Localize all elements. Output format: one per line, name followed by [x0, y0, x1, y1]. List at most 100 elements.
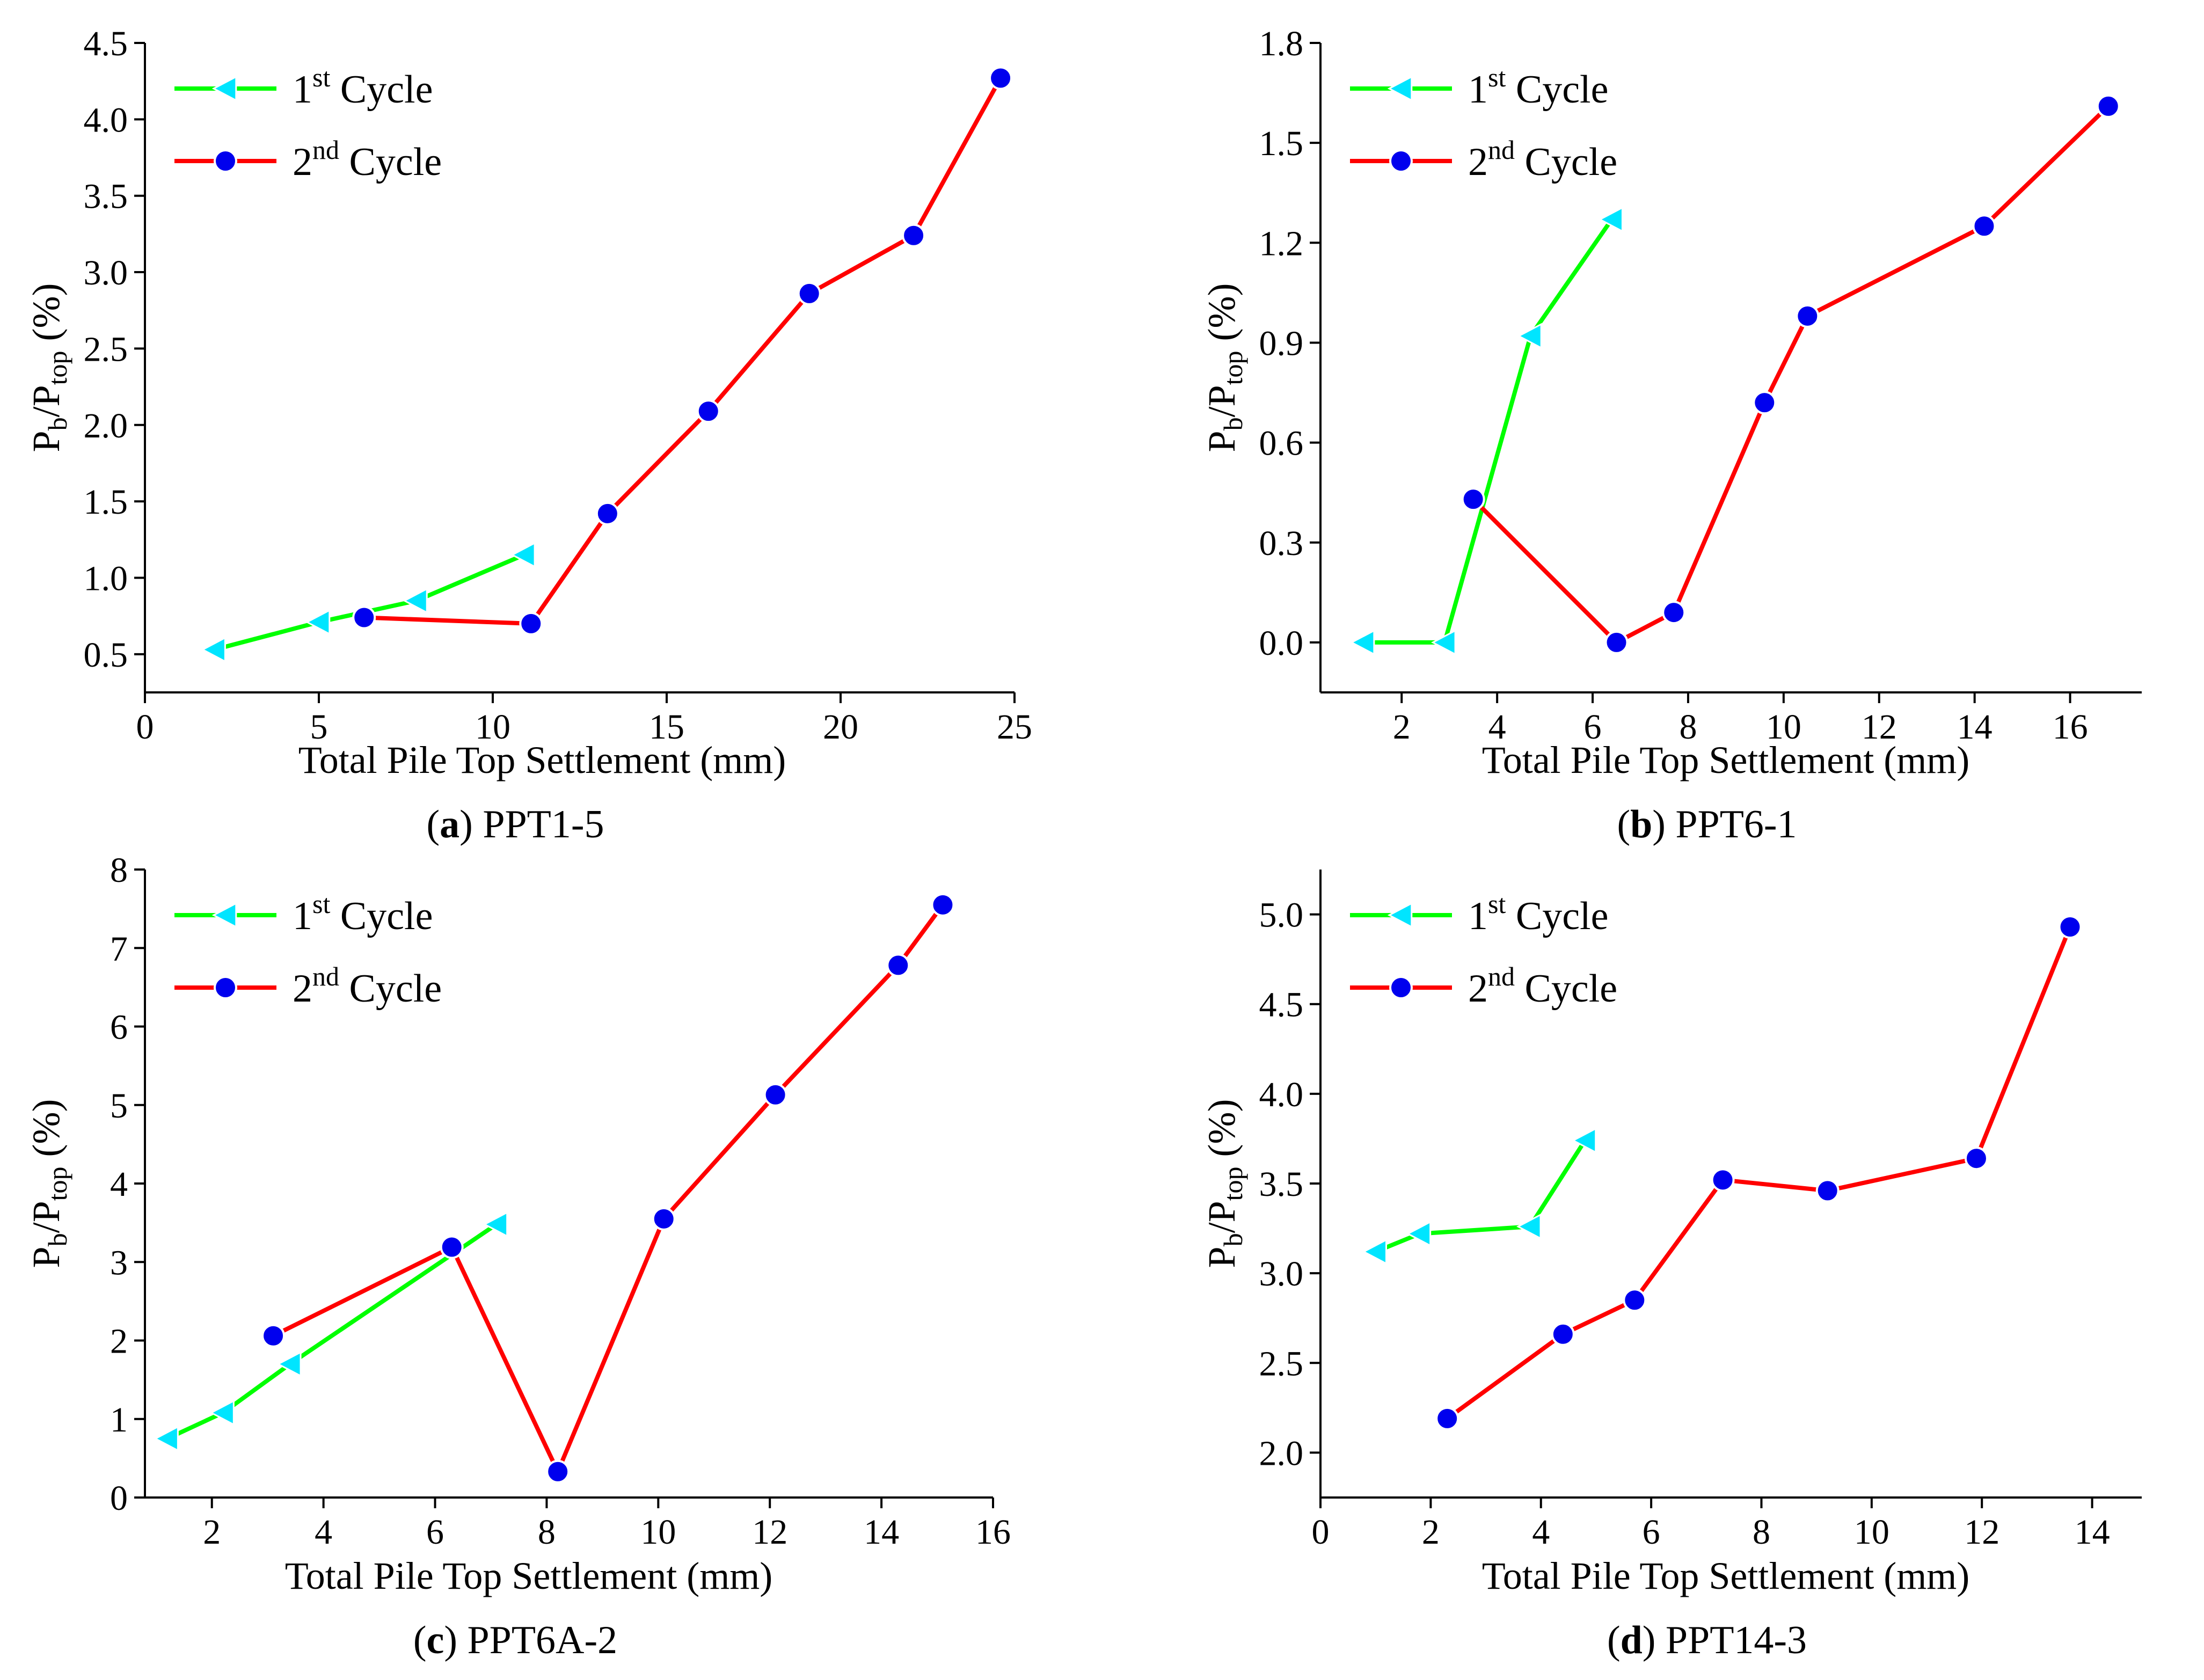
y-tick-label: 2.0 — [1259, 1434, 1304, 1473]
cycle1-data-point — [510, 542, 536, 568]
cycle1-data-point — [1406, 1221, 1432, 1247]
x-axis-title: Total Pile Top Settlement (mm) — [1482, 1554, 1969, 1597]
x-tick-label: 10 — [475, 707, 510, 747]
x-tick-label: 12 — [1862, 707, 1897, 747]
legend-marker — [214, 976, 237, 999]
legend-entry-cycle1: 1st Cycle — [1350, 62, 1608, 112]
cycle1-data-point — [1517, 323, 1542, 349]
x-tick-label: 25 — [997, 707, 1032, 747]
x-tick-label: 4 — [1488, 707, 1506, 747]
y-tick-label: 0.6 — [1259, 424, 1304, 463]
y-tick-label: 0.9 — [1259, 324, 1304, 363]
chart-panel-b: 2 4 6 8 10 12 14 16 0.0 0.3 0.6 0.9 1.2 1.5 1.8 Total P… — [1200, 24, 2142, 846]
y-tick-label: 1 — [110, 1400, 128, 1440]
cycle2-data-point — [931, 893, 955, 917]
x-tick-label: 10 — [1854, 1513, 1889, 1552]
y-tick-label: 1.2 — [1259, 224, 1304, 263]
cycle2-data-point — [763, 1083, 787, 1107]
x-tick-label: 15 — [649, 707, 684, 747]
cycle2-data-point — [546, 1459, 570, 1484]
cycle2-data-point — [1815, 1179, 1840, 1203]
legend-label: 1st Cycle — [293, 889, 433, 938]
cycle2-data-point — [1711, 1168, 1735, 1192]
cycle2-data-point — [1551, 1322, 1575, 1346]
x-tick-label: 16 — [2053, 707, 2088, 747]
legend-entry-cycle2: 2nd Cycle — [174, 961, 442, 1011]
y-tick-label: 3.0 — [84, 253, 128, 293]
cycle1-series-line — [214, 553, 525, 652]
panel-caption: (a) PPT1-5 — [427, 802, 604, 846]
chart-panel-a: 0 5 10 15 20 25 0.5 1.0 1.5 2.0 2.5 3.0 3.5 4.0 4.5 Tot… — [25, 24, 1032, 846]
y-tick-label: 2 — [110, 1322, 128, 1361]
cycle2-series-line — [364, 77, 1003, 626]
legend-marker — [214, 149, 237, 173]
y-tick-label: 1.5 — [84, 483, 128, 522]
cycle1-data-point — [276, 1350, 302, 1377]
x-tick-label: 14 — [2075, 1513, 2110, 1552]
cycle2-series-line — [1471, 105, 2110, 645]
legend-marker — [211, 75, 237, 102]
x-tick-label: 14 — [864, 1513, 899, 1552]
y-axis-title: Pb/Ptop (%) — [1200, 283, 1248, 452]
x-tick-label: 14 — [1957, 707, 1993, 747]
cycle2-data-point — [2096, 94, 2120, 118]
chart-panel-d: 0 2 4 6 8 10 12 14 2.0 2.5 3.0 3.5 4.0 4.5 5.0 Total Pi… — [1200, 870, 2142, 1662]
x-tick-label: 8 — [538, 1513, 556, 1552]
legend-entry-cycle2: 2nd Cycle — [174, 135, 442, 184]
x-tick-label: 20 — [823, 707, 858, 747]
legend-label: 1st Cycle — [293, 62, 433, 112]
cycle1-data-point — [483, 1211, 508, 1238]
cycle2-data-point — [989, 66, 1013, 90]
y-tick-label: 5.0 — [1259, 896, 1304, 935]
cycle1-data-point — [1516, 1213, 1542, 1240]
legend-marker — [1387, 902, 1413, 929]
y-tick-label: 4.0 — [84, 100, 128, 140]
cycle2-data-point — [886, 953, 910, 977]
y-tick-label: 5 — [110, 1086, 128, 1126]
legend-marker — [1387, 75, 1413, 102]
x-tick-label: 10 — [640, 1513, 676, 1552]
legend-entry-cycle1: 1st Cycle — [1350, 889, 1608, 938]
y-tick-label: 1.8 — [1259, 24, 1304, 63]
y-tick-label: 4.0 — [1259, 1075, 1304, 1114]
cycle1-data-point — [1349, 629, 1375, 656]
cycle2-data-point — [696, 399, 720, 423]
cycle1-series-line — [1363, 218, 1614, 645]
legend-marker — [1389, 976, 1413, 999]
cycle1-data-point — [1571, 1127, 1597, 1154]
cycle1-data-point — [305, 609, 331, 636]
y-tick-label: 0.5 — [84, 636, 128, 675]
legend-label: 2nd Cycle — [293, 135, 442, 184]
y-tick-label: 0.3 — [1259, 524, 1304, 563]
cycle2-data-point — [1753, 391, 1777, 415]
panel-caption: (c) PPT6A-2 — [413, 1618, 617, 1662]
legend-entry-cycle2: 2nd Cycle — [1350, 135, 1617, 184]
cycle2-data-point — [652, 1207, 676, 1231]
y-tick-label: 3.5 — [84, 177, 128, 216]
cycle2-data-point — [2058, 915, 2082, 939]
cycle2-data-point — [1461, 487, 1485, 512]
cycle2-data-point — [1623, 1288, 1647, 1312]
x-tick-label: 2 — [1393, 707, 1411, 747]
y-tick-label: 1.5 — [1259, 124, 1304, 163]
cycle2-data-point — [1972, 214, 1996, 238]
legend-label: 2nd Cycle — [1468, 961, 1617, 1011]
cycle2-data-point — [440, 1235, 464, 1259]
y-axis-title: Pb/Ptop (%) — [25, 1099, 72, 1268]
cycle2-data-point — [1964, 1146, 1988, 1171]
cycle1-data-point — [154, 1425, 179, 1452]
legend-label: 2nd Cycle — [293, 961, 442, 1011]
x-tick-label: 4 — [315, 1513, 332, 1552]
cycle2-data-point — [352, 605, 376, 630]
x-tick-label: 2 — [203, 1513, 221, 1552]
y-tick-label: 8 — [110, 851, 128, 890]
cycle2-data-point — [261, 1324, 286, 1348]
cycle2-data-point — [797, 281, 821, 305]
x-tick-label: 10 — [1766, 707, 1801, 747]
x-tick-label: 6 — [426, 1513, 444, 1552]
cycle2-data-point — [1662, 601, 1686, 625]
y-tick-label: 2.0 — [84, 406, 128, 445]
y-tick-label: 0 — [110, 1479, 128, 1518]
